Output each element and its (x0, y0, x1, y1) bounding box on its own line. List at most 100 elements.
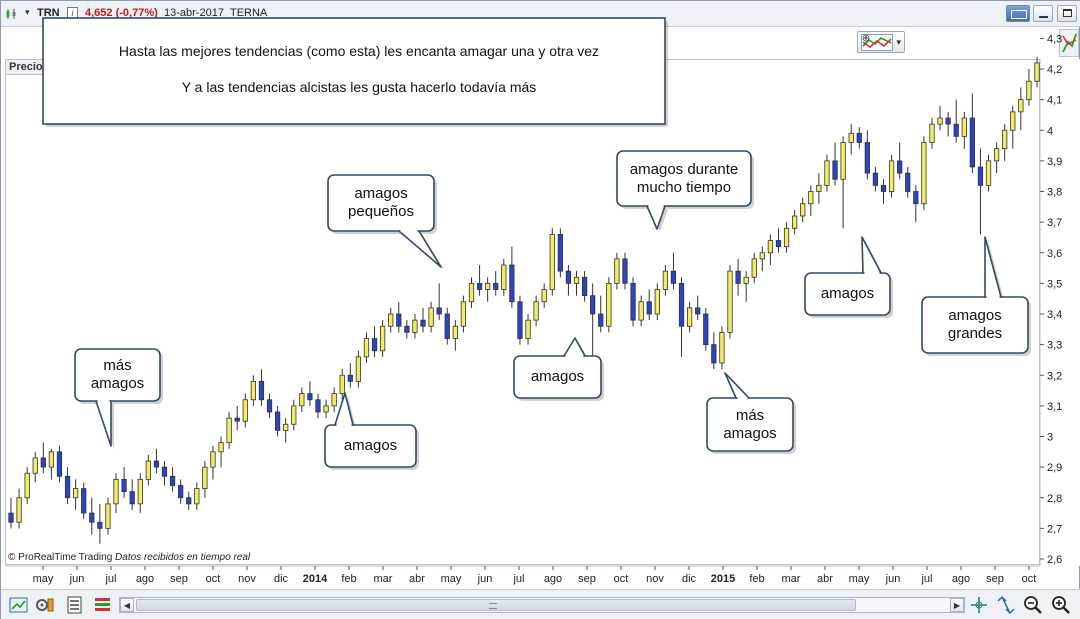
candle (89, 497, 95, 535)
copyright-brand: © ProRealTime Trading (8, 552, 113, 563)
x-tick-label: sep (986, 573, 1004, 585)
symbol-label[interactable]: TRN (37, 7, 60, 19)
price-axis: 2,6 2,7 2,8 2,9 3 3,1 3,2 3,3 3,4 3,5 3,6 3,7 3,8 3,9… (1039, 33, 1080, 566)
y-tick-label: 3,6 (1047, 248, 1062, 260)
scroll-left-icon[interactable]: ◀ (120, 598, 134, 612)
crosshair-icon[interactable] (969, 595, 989, 615)
candle (323, 399, 329, 419)
price-panel-tab[interactable]: Precio (5, 59, 49, 75)
bars-icon[interactable] (93, 595, 113, 615)
candle (937, 105, 943, 131)
time-scrollbar[interactable]: ◀ ▶ (119, 597, 965, 613)
callout-line: amagos (723, 424, 777, 442)
zoom-out-icon[interactable] (1023, 595, 1043, 615)
callout-line: más (103, 357, 132, 374)
callout-box (513, 337, 604, 401)
candle (1010, 105, 1016, 149)
candle (533, 295, 539, 327)
y-tick-label: 2,7 (1047, 523, 1062, 535)
candle (274, 405, 281, 437)
x-tick-label: oct (614, 573, 629, 585)
zoom-in-icon[interactable] (1051, 595, 1071, 615)
chart-zoom-icon[interactable] (9, 595, 29, 615)
candlestick-icon[interactable] (5, 8, 17, 20)
candle (969, 93, 975, 174)
candle (412, 314, 418, 339)
list-icon[interactable] (65, 595, 85, 615)
candle (40, 442, 46, 474)
candle (452, 320, 458, 351)
quote-date: 13-abr-2017 (164, 7, 224, 19)
x-tick-label: sep (170, 573, 188, 585)
candle (921, 136, 927, 210)
x-tick-label: dic (682, 573, 697, 585)
x-tick-label: may (849, 573, 870, 585)
candle (169, 467, 176, 492)
candle (832, 142, 838, 186)
callout-label: más amagos (75, 357, 160, 393)
x-tick-label: jun (885, 573, 901, 585)
fit-icon[interactable] (996, 595, 1016, 615)
y-tick-label: 3,5 (1047, 278, 1062, 290)
candle (226, 412, 232, 449)
candle (137, 473, 143, 514)
y-tick-label: 3,3 (1047, 340, 1062, 352)
settings-icon[interactable] (35, 595, 55, 615)
y-tick-label: 3,8 (1047, 187, 1062, 199)
scroll-thumb[interactable] (136, 599, 856, 611)
candle (291, 399, 297, 431)
y-tick-label: 4,1 (1047, 95, 1062, 107)
candlestick-series (8, 56, 1040, 544)
callout-label: más amagos (707, 407, 793, 443)
candle (178, 479, 184, 504)
y-tick-label: 4,2 (1047, 64, 1062, 76)
x-tick-label: abr (817, 573, 833, 585)
maximize-icon[interactable] (1057, 5, 1077, 22)
x-tick-label: 2014 (303, 573, 328, 585)
x-tick-label: dic (274, 573, 289, 585)
candle (64, 467, 71, 504)
x-tick-label: ago (544, 573, 562, 585)
candle (210, 445, 216, 480)
candle (638, 295, 644, 327)
y-tick-label: 3,9 (1047, 156, 1062, 168)
keyboard-icon[interactable] (1006, 5, 1030, 22)
x-tick-label: feb (341, 573, 356, 585)
x-tick-label: nov (646, 573, 664, 585)
indicator-dropdown-icon[interactable]: ▾ (896, 37, 901, 47)
candle (32, 451, 38, 483)
trend-icon[interactable] (1059, 29, 1079, 57)
candle (557, 228, 563, 278)
x-tick-label: jul (104, 573, 116, 585)
candle (234, 405, 240, 431)
callout-line: grandes (947, 325, 1003, 342)
symbol-dropdown-icon[interactable]: ▾ (25, 7, 30, 17)
bottom-toolbar: ◀ ▶ (1, 589, 1080, 619)
candle (549, 228, 555, 296)
candle (428, 301, 434, 333)
candle (194, 482, 200, 510)
minimize-icon[interactable] (1033, 5, 1053, 22)
callout-label: amagos grandes (922, 307, 1028, 343)
candle (541, 283, 547, 308)
x-tick-label: may (441, 573, 462, 585)
candle (880, 179, 887, 204)
realtime-status: Datos recibidos en tiempo real (115, 552, 251, 563)
y-tick-label: 3,2 (1047, 370, 1062, 382)
candle (743, 271, 749, 302)
x-tick-label: jun (477, 573, 493, 585)
candle (848, 124, 854, 155)
callout-line: mucho tiempo (636, 178, 732, 196)
candle (993, 142, 1000, 174)
candle (73, 479, 79, 510)
scroll-right-icon[interactable]: ▶ (950, 598, 964, 612)
y-tick-label: 4,3 (1047, 33, 1062, 45)
indicator-button[interactable]: ▾ (857, 31, 905, 53)
candle (250, 375, 256, 406)
callout-label: amagos durante mucho tiempo (617, 161, 751, 197)
candle (468, 277, 475, 308)
x-tick-label: feb (749, 573, 764, 585)
candle (686, 301, 693, 333)
